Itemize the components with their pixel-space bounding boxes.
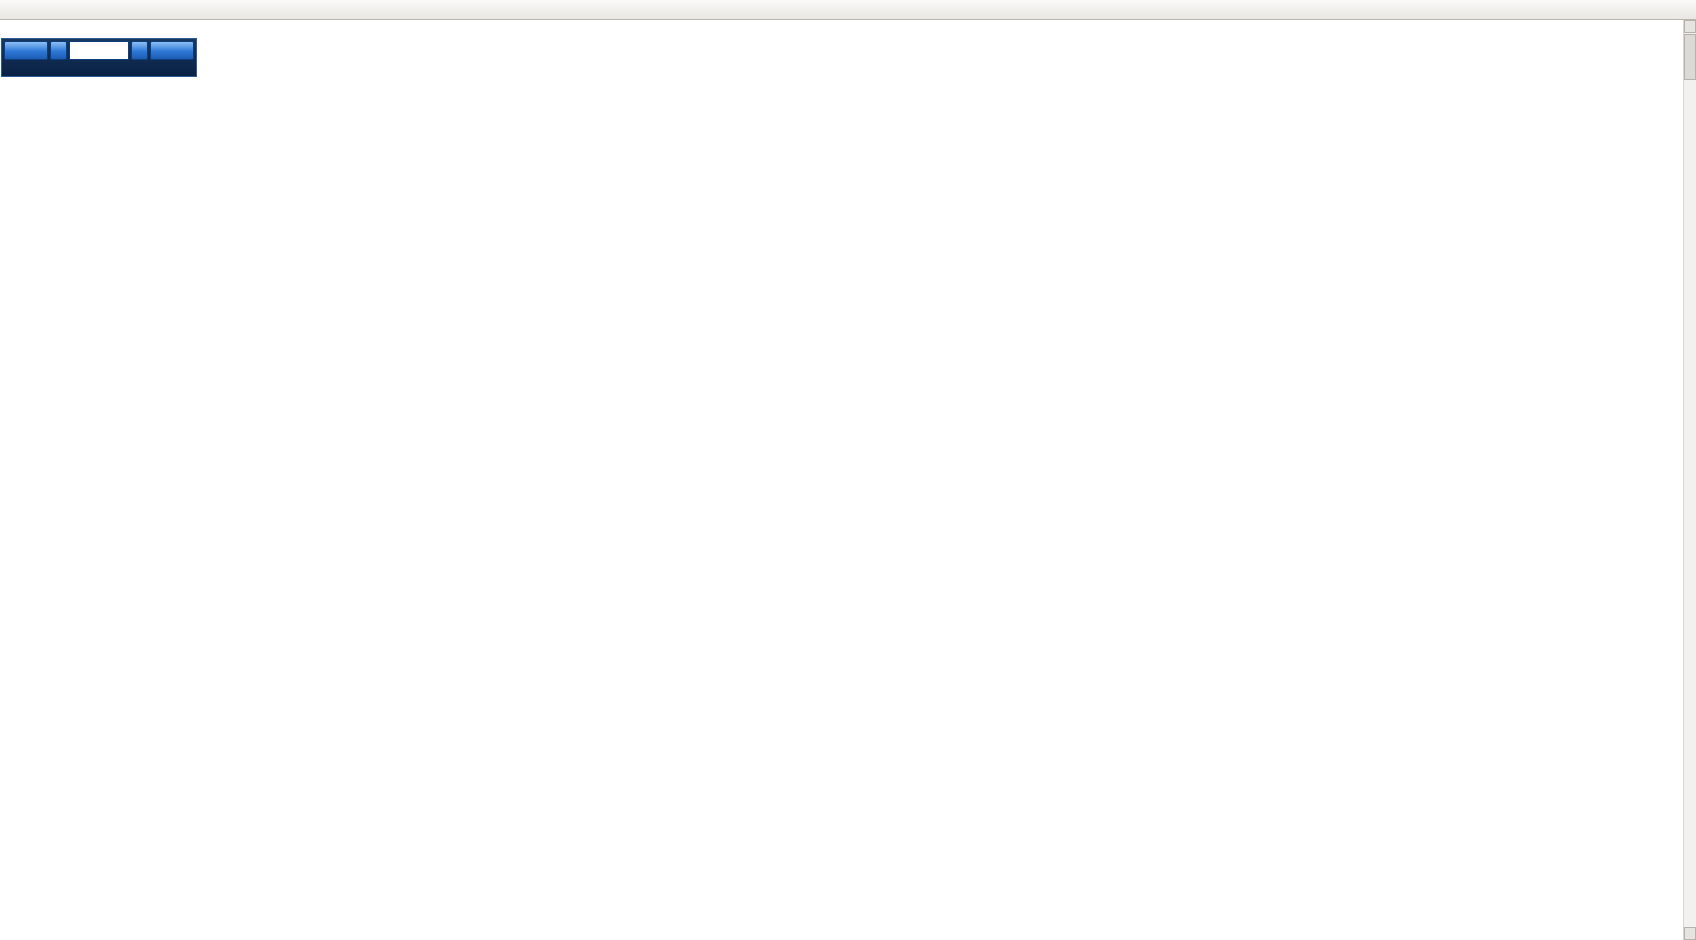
- scroll-up-button[interactable]: [1684, 20, 1696, 33]
- one-click-trading-panel: [1, 38, 197, 77]
- toolbar: [0, 0, 1696, 20]
- vertical-scrollbar[interactable]: [1683, 20, 1696, 940]
- sell-price: [7, 62, 9, 73]
- volume-up-button[interactable]: [131, 41, 148, 60]
- buy-button[interactable]: [150, 41, 194, 60]
- volume-down-button[interactable]: [50, 41, 67, 60]
- scrollbar-thumb[interactable]: [1684, 34, 1696, 80]
- volume-input[interactable]: [69, 41, 129, 60]
- sell-button[interactable]: [4, 41, 48, 60]
- buy-price: [189, 62, 191, 73]
- scroll-down-button[interactable]: [1684, 927, 1696, 940]
